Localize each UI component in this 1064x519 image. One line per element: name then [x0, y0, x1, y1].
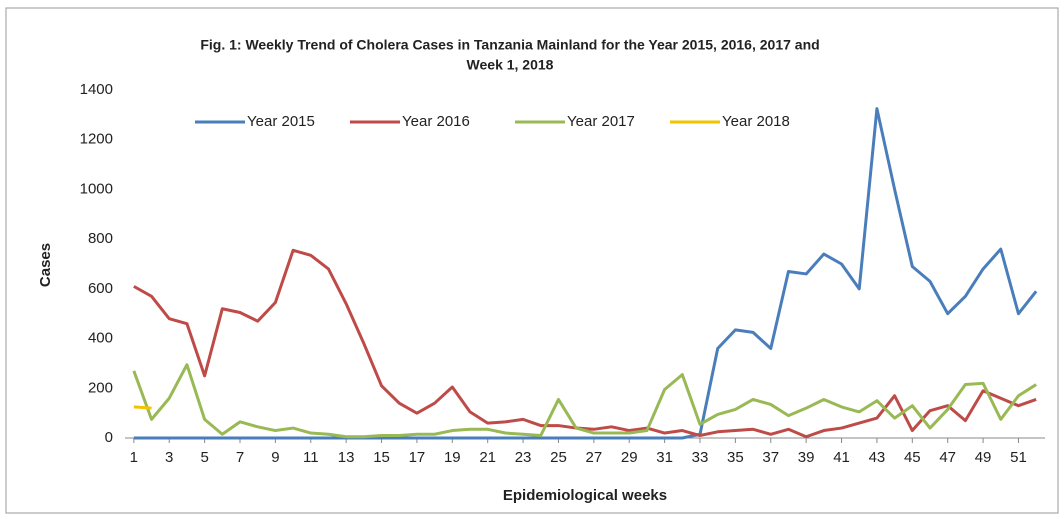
legend-label: Year 2018	[722, 113, 790, 130]
legend-label: Year 2017	[567, 113, 635, 130]
x-tick-label: 13	[338, 449, 355, 466]
chart-title: Fig. 1: Weekly Trend of Cholera Cases in…	[200, 37, 819, 53]
x-tick-label: 49	[975, 449, 992, 466]
x-tick-label: 39	[798, 449, 815, 466]
x-tick-label: 27	[586, 449, 603, 466]
y-axis-title: Cases	[37, 243, 54, 287]
y-tick-label: 600	[88, 280, 113, 297]
x-tick-label: 5	[200, 449, 208, 466]
chart-title: Week 1, 2018	[467, 57, 554, 73]
x-tick-label: 1	[130, 449, 138, 466]
y-tick-label: 400	[88, 330, 113, 347]
x-tick-label: 45	[904, 449, 921, 466]
x-tick-label: 23	[515, 449, 532, 466]
x-tick-label: 47	[939, 449, 956, 466]
x-tick-label: 11	[303, 449, 319, 466]
y-tick-label: 200	[88, 379, 113, 396]
series-line	[132, 363, 1037, 439]
series-line	[133, 405, 152, 410]
x-tick-label: 9	[271, 449, 279, 466]
y-tick-label: 0	[105, 429, 113, 446]
x-tick-label: 31	[656, 449, 673, 466]
x-tick-label: 15	[373, 449, 390, 466]
series-line	[133, 248, 1037, 439]
x-axis-title: Epidemiological weeks	[503, 487, 667, 504]
x-tick-label: 21	[479, 449, 496, 466]
x-tick-label: 37	[762, 449, 779, 466]
x-tick-label: 19	[444, 449, 461, 466]
y-tick-label: 1200	[80, 131, 113, 148]
y-tick-label: 1000	[80, 180, 113, 197]
x-tick-label: 51	[1010, 449, 1027, 466]
y-tick-label: 1400	[80, 81, 113, 98]
series-line	[133, 107, 1038, 440]
y-tick-label: 800	[88, 230, 113, 247]
x-tick-label: 33	[692, 449, 709, 466]
chart-frame	[5, 7, 1059, 514]
x-tick-label: 43	[869, 449, 886, 466]
x-tick-label: 41	[833, 449, 850, 466]
x-tick-label: 35	[727, 449, 744, 466]
x-tick-label: 3	[165, 449, 173, 466]
x-tick-label: 29	[621, 449, 638, 466]
legend-label: Year 2015	[247, 113, 315, 130]
x-tick-label: 25	[550, 449, 567, 466]
x-tick-label: 17	[409, 449, 426, 466]
x-tick-label: 7	[236, 449, 244, 466]
legend-label: Year 2016	[402, 113, 470, 130]
